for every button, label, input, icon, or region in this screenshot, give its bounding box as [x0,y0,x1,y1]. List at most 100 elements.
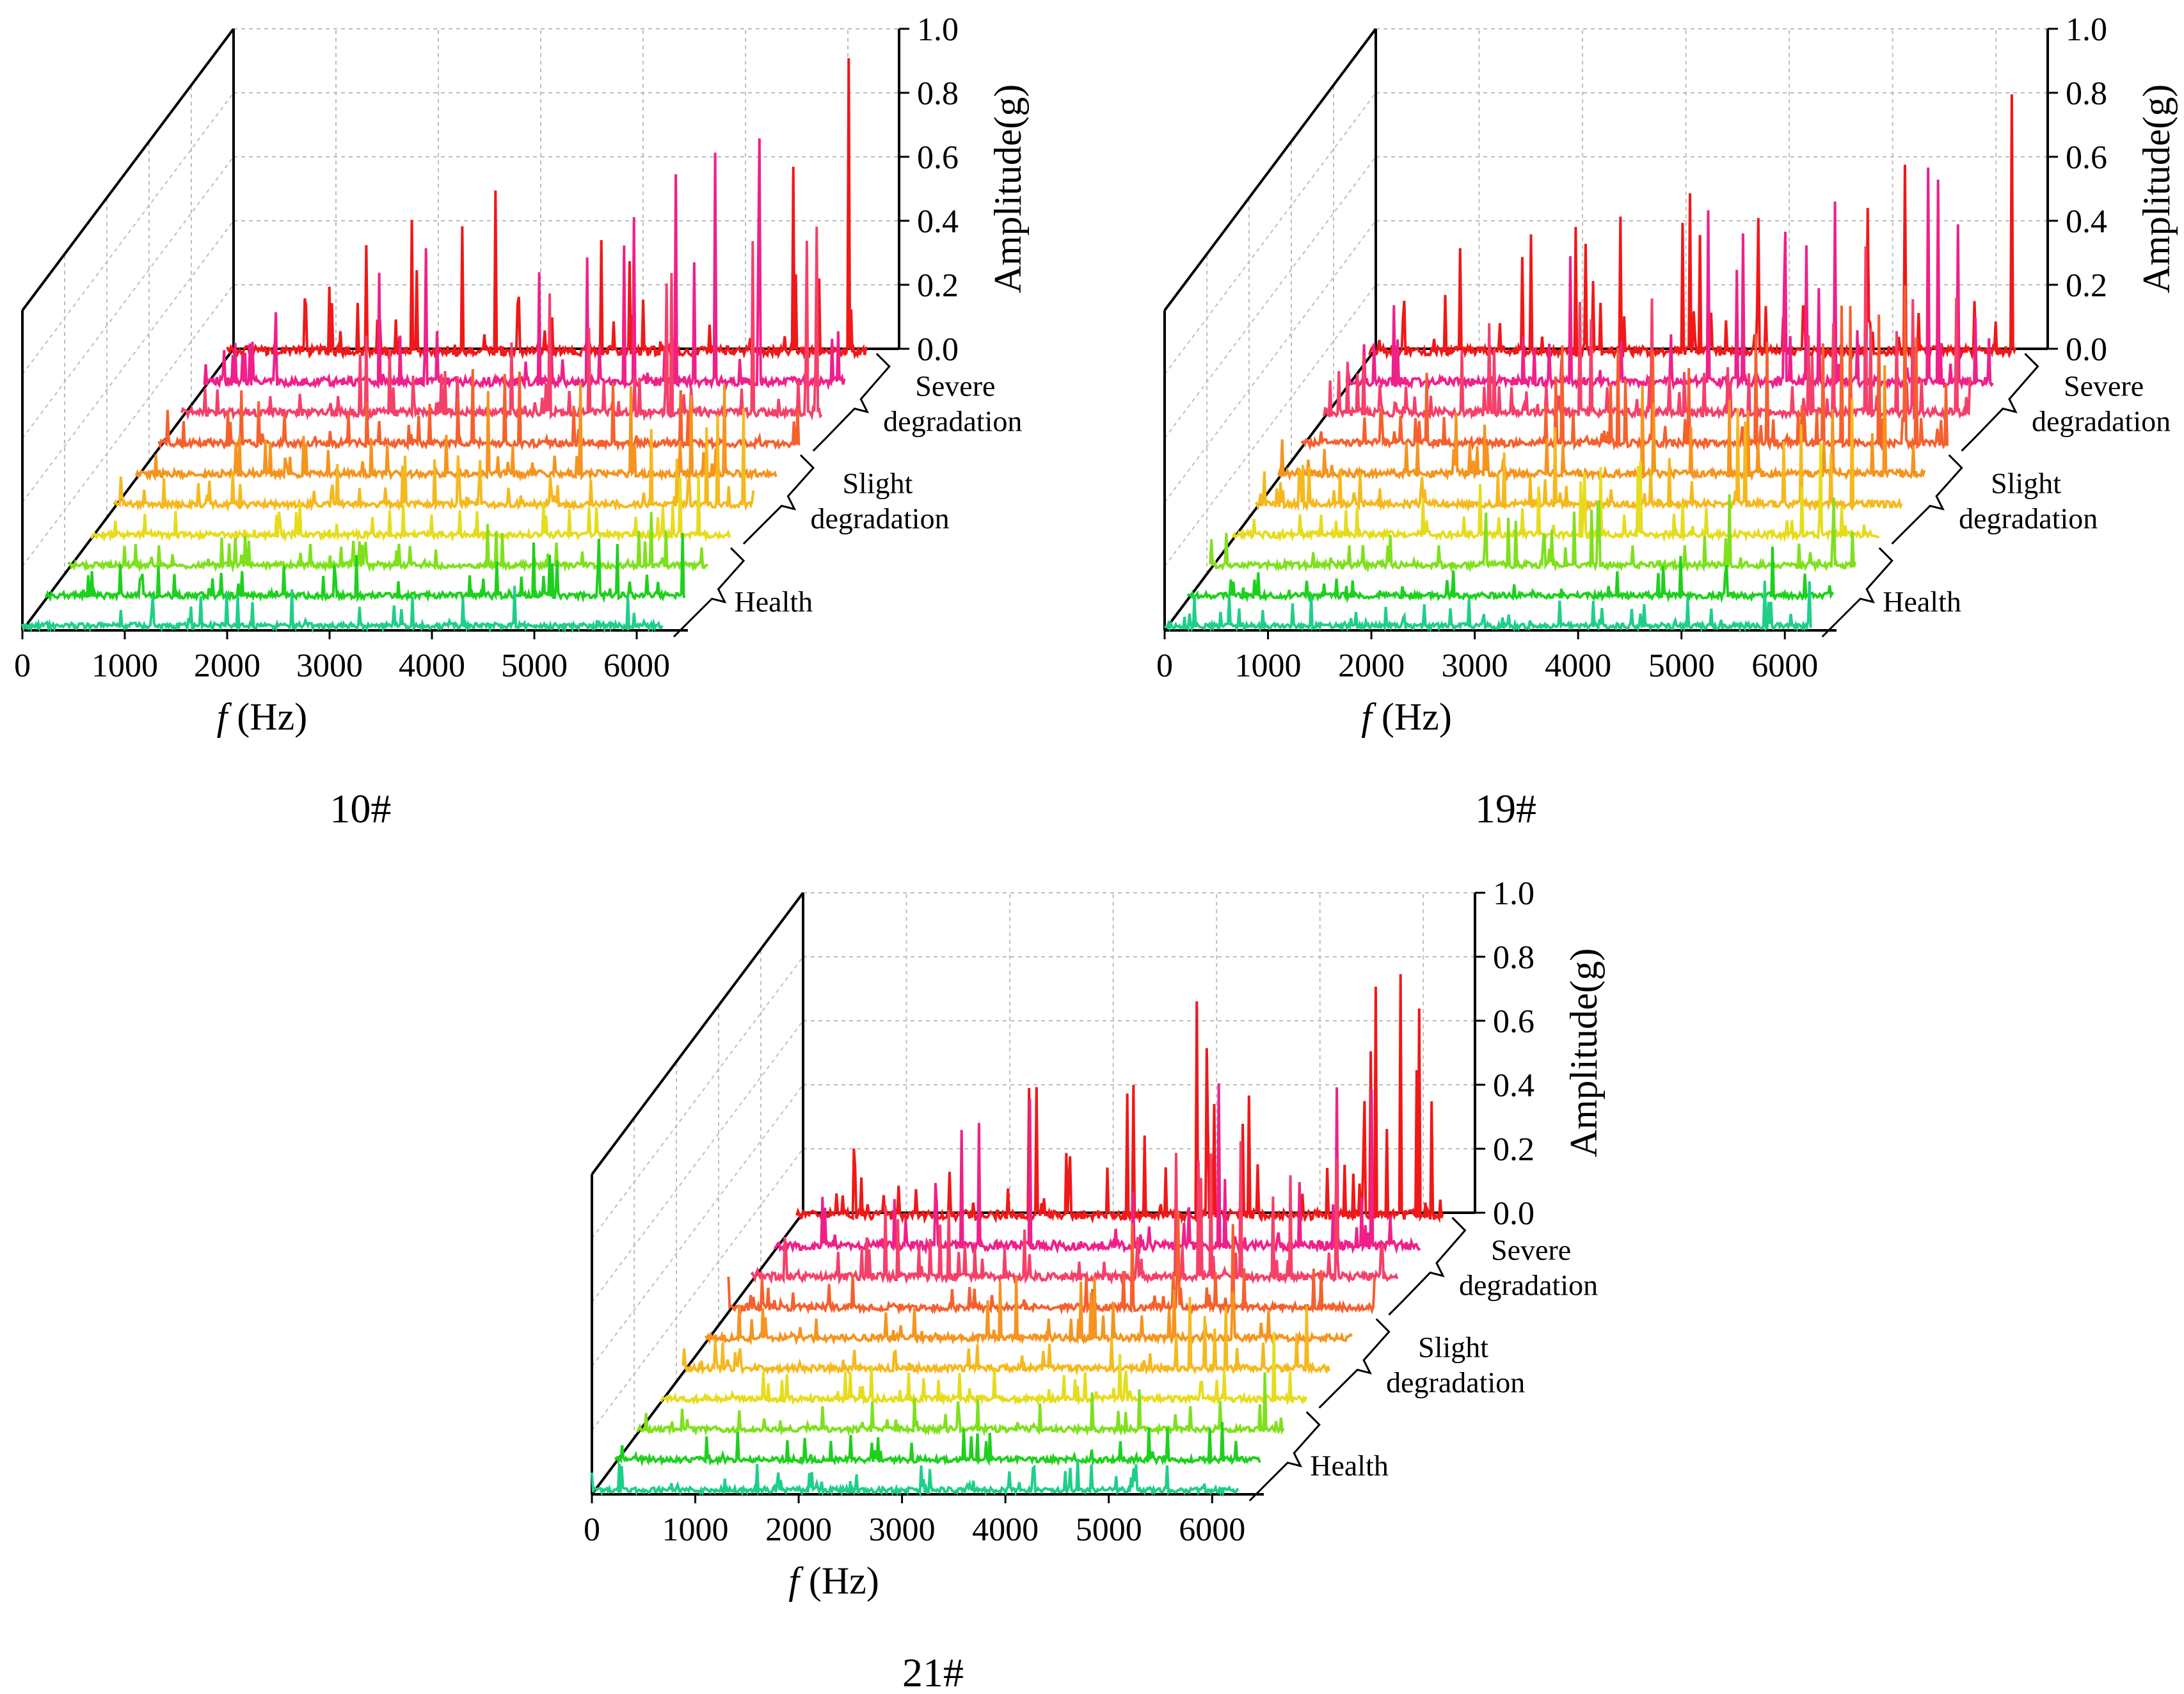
x-tick-label: 2000 [1338,648,1405,684]
x-tick-label: 6000 [1179,1512,1245,1548]
z-axis-title: Amplitude(g) [987,84,1029,294]
spectrum-line-3 [67,512,709,573]
z-tick-label: 1.0 [1493,875,1534,912]
z-tick-label: 0.0 [1493,1195,1534,1232]
group-brace [673,547,745,638]
axis-line [21,28,235,312]
group-label-text: Health [735,586,813,618]
spectrum-line-3 [1209,494,1856,573]
side-wall-grid [1164,28,1376,631]
z-tick-label: 0.8 [2066,76,2107,112]
panel-19: 0 1000 2000 3000 4000 5000 6000 f (Hz) 0.0 0.2 0.4… [1156,12,2178,831]
side-wall-grid [22,28,234,631]
group-label-text: degradation [1386,1366,1525,1398]
group-label-text: degradation [1459,1269,1598,1302]
x-tick-label: 6000 [1751,648,1818,684]
axis-line [591,891,804,1176]
spectrum-line-10 [226,58,868,360]
spectrum-line-4 [90,475,731,543]
spectrum-line-2 [614,1421,1261,1467]
spectrum-line-4 [1231,442,1880,543]
spectrum-line-3 [636,1372,1285,1437]
spectrum-line-7 [727,1210,1376,1316]
group-label-text: degradation [883,405,1022,438]
spectrum-line-5 [682,1297,1330,1377]
x-tick-label: 1000 [92,648,158,684]
spectrum-line-1 [21,586,664,634]
z-tick-label: 0.2 [2066,268,2107,304]
x-tick-label: 4000 [972,1512,1039,1548]
spectra-series [591,974,1444,1498]
x-tick-label: 2000 [765,1512,832,1548]
spectrum-line-5 [1254,398,1903,513]
x-axis-unit: (Hz) [227,696,307,738]
panel-21: 0 1000 2000 3000 4000 5000 6000 f (Hz) 0.0 0.2 0.4… [584,875,1605,1694]
x-tick-label: 3000 [296,648,363,684]
spectrum-line-10 [1368,94,2017,361]
x-axis-title: f (Hz) [788,1560,879,1602]
x-tick-label: 0 [14,648,31,684]
spectrum-line-8 [1323,246,1972,420]
x-tick-label: 3000 [869,1512,936,1548]
z-tick-label: 0.0 [2066,332,2107,368]
group-label-text: degradation [810,502,949,534]
group-label-text: Slight [1991,467,2061,499]
spectra-series [1163,94,2017,634]
side-wall-gridline [22,220,234,503]
group-brace [1248,1411,1321,1502]
z-tick-label: 0.6 [2066,140,2107,176]
z-axis-title: Amplitude(g) [1563,948,1605,1158]
z-tick-label: 0.8 [1493,939,1534,976]
z-tick-label: 0.6 [1493,1003,1534,1040]
axis-line [591,1211,804,1496]
x-axis-title: f (Hz) [1361,696,1452,738]
z-tick-label: 1.0 [917,12,959,48]
panel-caption: 10# [330,786,391,831]
group-brace [1891,454,1963,545]
spectrum-line-8 [750,1141,1399,1285]
side-wall-gridline [1164,220,1376,503]
side-wall-gridline [591,956,804,1239]
x-tick-label: 6000 [603,648,670,684]
spectrum-line-7 [1300,285,1949,452]
group-label-text: Health [1883,586,1961,618]
group-brace [812,353,891,452]
z-tick-label: 0.2 [1493,1131,1534,1168]
panel-10: 0 1000 2000 3000 4000 5000 6000 f (Hz) 0.0 0.2 0.4… [14,12,1029,831]
x-tick-label: 5000 [501,648,568,684]
group-label-text: degradation [2032,405,2171,438]
x-tick-label: 3000 [1442,648,1508,684]
group-brace [1961,353,2039,452]
side-wall-gridline [591,1020,804,1303]
side-wall-grid [591,892,804,1495]
spectrum-line-1 [1163,580,1812,634]
group-label-text: Severe [915,370,995,403]
x-tick-label: 4000 [1545,648,1611,684]
z-tick-label: 0.8 [917,76,959,112]
spectrum-line-1 [591,1459,1239,1498]
side-wall-gridline [1164,92,1376,375]
group-brace [742,454,815,545]
group-brace [1388,1217,1467,1316]
x-axis-title: f (Hz) [217,696,308,738]
x-tick-label: 5000 [1076,1512,1142,1548]
group-label-text: Slight [1418,1330,1488,1363]
panel-caption: 19# [1475,786,1536,831]
z-tick-label: 0.4 [2066,204,2107,240]
spectrum-line-4 [659,1332,1308,1407]
spectrum-line-2 [44,532,686,603]
axis-line [21,348,235,632]
side-wall-gridline [1164,156,1376,439]
spectrum-line-6 [134,382,777,482]
spectrum-line-9 [203,138,846,391]
x-tick-label: 1000 [662,1512,729,1548]
x-tick-label: 2000 [194,648,260,684]
side-wall-gridline [22,156,234,439]
group-label-text: Severe [1491,1234,1571,1267]
z-axis-title: Amplitude(g) [2135,84,2178,294]
spectrum-line-5 [113,408,755,513]
group-brace [1821,547,1893,638]
